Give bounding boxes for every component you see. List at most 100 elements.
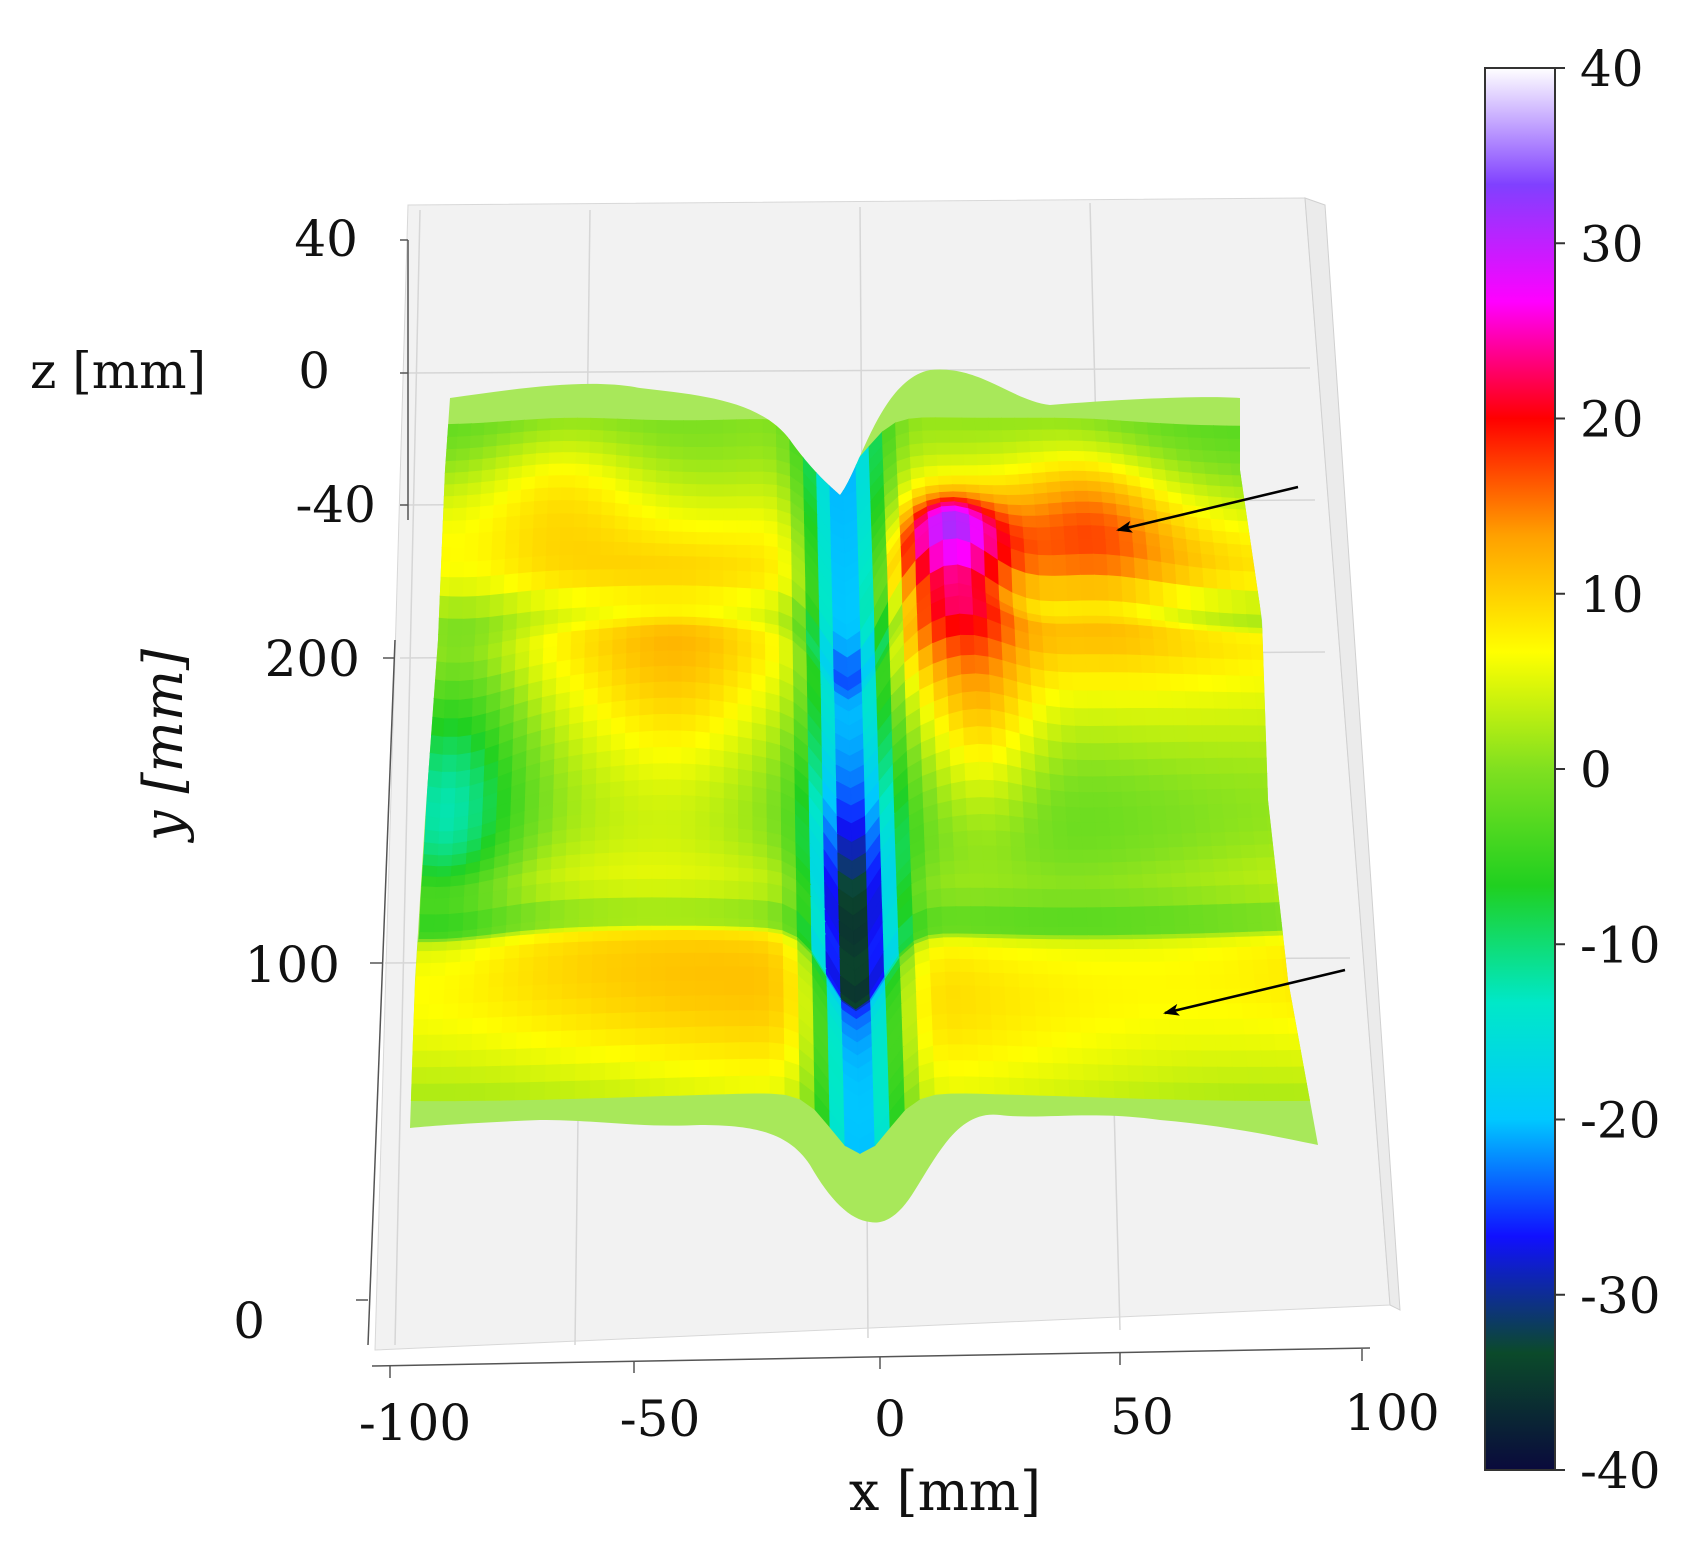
surface-cell [951,797,968,818]
surface-cell [958,595,974,616]
surface-cell [985,925,1002,936]
surface-cell [638,795,654,812]
surface-cell [754,1075,771,1094]
surface-cell [664,1011,681,1029]
surface-cell [1135,961,1152,977]
surface-cell [709,952,726,968]
surface-cell [1097,1064,1115,1082]
surface-cell [473,987,490,1004]
surface-cell [1210,832,1227,847]
surface-cell [941,925,959,935]
surface-cell [1186,886,1204,907]
surface-cell [488,615,505,634]
surface-cell [550,867,567,884]
surface-cell [932,1028,949,1047]
surface-cell [1215,569,1232,591]
surface-cell [669,433,684,448]
surface-cell [1245,902,1263,925]
surface-cell [1222,643,1239,661]
surface-cell [1170,872,1188,888]
surface-cell [494,467,510,482]
surface-cell [1187,904,1205,926]
surface-cell [749,419,764,434]
surface-cell [1197,1003,1215,1020]
surface-cell [1138,1003,1155,1020]
surface-cell [1073,480,1089,492]
surface-cell [723,520,738,534]
y-axis: 200 100 0 y [mm] [132,630,396,1350]
surface-cell [536,430,552,444]
surface-cell [466,494,482,509]
surface-cell [585,606,601,622]
surface-cell [535,452,551,466]
surface-cell [638,747,654,766]
surface-cell [1156,690,1173,709]
surface-cell [432,931,449,940]
surface-cell [612,638,628,656]
surface-cell [737,768,754,788]
surface-cell [763,471,778,486]
surface-cell [1089,512,1106,527]
surface-cell [520,488,536,504]
surface-cell [768,995,785,1014]
surface-cell [1049,1001,1067,1018]
surface-cell [695,764,711,783]
surface-cell [1057,653,1073,674]
surface-cell [1226,543,1243,559]
surface-cell [1187,725,1204,743]
surface-cell [723,471,738,486]
surface-cell [1201,725,1218,743]
surface-cell [1214,708,1231,727]
surface-cell [621,925,638,932]
surface-cell [1222,508,1239,522]
surface-cell [1019,987,1036,1003]
surface-cell [559,1063,577,1083]
surface-cell [668,604,683,618]
surface-cell [455,459,470,474]
surface-cell [667,650,683,667]
surface-cell [973,614,989,639]
surface-cell [465,519,481,535]
surface-cell [1109,821,1126,837]
surface-cell [1100,906,1118,928]
surface-cell [908,417,924,433]
surface-cell [519,933,536,946]
surface-cell [1153,638,1170,658]
surface-cell [682,543,697,558]
surface-cell [763,532,779,549]
surface-cell [988,430,1004,444]
surface-cell [515,1065,532,1084]
surface-cell [993,1077,1011,1095]
surface-cell [938,484,954,493]
surface-cell [594,826,611,842]
surface-cell [1029,650,1046,672]
surface-cell [769,1075,786,1095]
surface-cell [1202,741,1219,759]
surface-cell [597,701,613,721]
surface-cell [709,995,726,1012]
surface-cell [1122,989,1140,1005]
surface-cell [1149,961,1167,977]
surface-cell [1099,471,1115,484]
surface-cell [1077,776,1094,794]
surface-cell [681,650,697,668]
surface-cell [521,464,537,479]
surface-cell [619,1078,636,1098]
surface-cell [563,417,578,431]
surface-cell [1103,939,1121,950]
surface-cell [561,998,578,1016]
surface-cell [1044,935,1061,941]
surface-cell [724,995,740,1012]
surface-cell [753,940,770,955]
surface-cell [475,937,492,950]
surface-cell [587,527,602,543]
surface-cell [1081,600,1097,617]
surface-cell [472,1002,489,1019]
surface-cell [738,814,754,831]
surface-cell [566,814,583,831]
surface-cell [1112,654,1129,674]
surface-cell [639,651,655,669]
surface-cell [1217,588,1234,615]
surface-cell [694,1026,711,1045]
surface-cell [987,417,1003,432]
